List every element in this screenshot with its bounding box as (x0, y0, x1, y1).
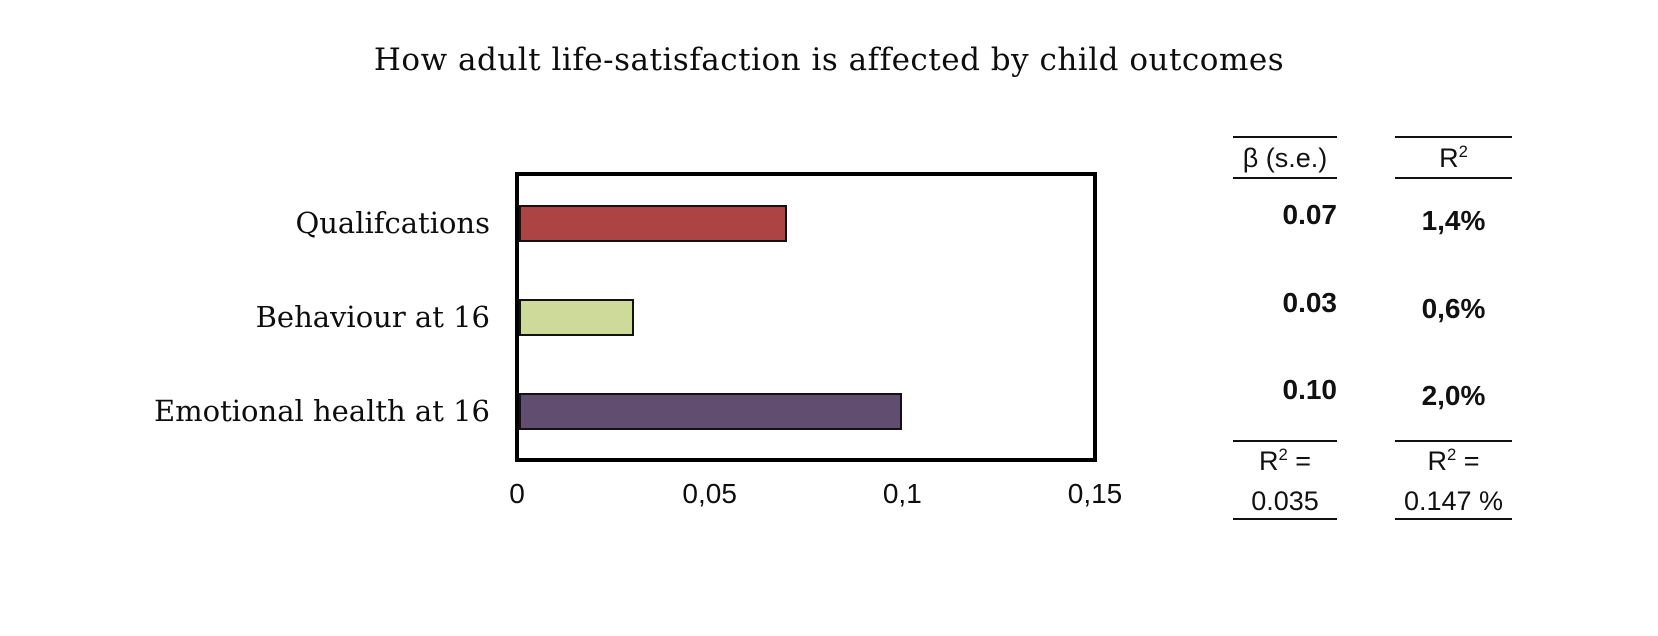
beta-header-top-rule (1233, 136, 1337, 138)
category-label-behaviour-at-16: Behaviour at 16 (255, 300, 490, 334)
r2-header-r: R (1439, 143, 1459, 173)
r2-value-qualifcations: 1,4% (1421, 205, 1486, 236)
r2-column-header: R2 (1395, 139, 1512, 177)
r2-footer-label: R2 = (1395, 444, 1512, 478)
chart-title: How adult life-satisfaction is affected … (373, 42, 1285, 78)
bar-qualifcations (519, 205, 787, 242)
r2-footer-eq: = (1463, 446, 1480, 476)
bar-emotional-health-at-16 (519, 393, 902, 430)
beta-footer-value: 0.035 (1251, 486, 1319, 516)
r2-header-sup: 2 (1458, 142, 1468, 161)
beta-value-emotional: 0.10 (1282, 374, 1338, 405)
r2-footer-sup: 2 (1446, 445, 1457, 464)
r2-footer-top-rule (1395, 440, 1512, 442)
r2-header-top-rule (1395, 136, 1512, 138)
r2-value-behaviour: 0,6% (1421, 293, 1486, 324)
category-label-qualifcations: Qualifcations (295, 206, 490, 240)
beta-footer-bottom-rule (1233, 518, 1337, 520)
r2-header-bottom-rule (1395, 177, 1512, 179)
category-label-emotional-health-at-16: Emotional health at 16 (154, 394, 490, 428)
beta-column-header: β (s.e.) (1242, 143, 1328, 173)
beta-value-behaviour: 0.03 (1282, 287, 1338, 318)
r2-footer-r: R (1427, 446, 1447, 476)
beta-footer-eq: = (1295, 446, 1312, 476)
beta-footer-sup: 2 (1278, 445, 1288, 464)
beta-footer-top-rule (1233, 440, 1337, 442)
bar-behaviour-at-16 (519, 299, 634, 336)
r2-footer-bottom-rule (1395, 518, 1512, 520)
beta-value-qualifcations: 0.07 (1282, 199, 1338, 230)
r2-value-emotional: 2,0% (1421, 380, 1486, 411)
beta-footer-label: R2 = (1233, 444, 1337, 478)
x-tick-0-05: 0,05 (682, 478, 737, 509)
beta-footer-r: R (1258, 446, 1279, 476)
plot-area (515, 172, 1097, 462)
r2-footer-value: 0.147 % (1403, 486, 1504, 516)
x-tick-0-15: 0,15 (1067, 478, 1123, 509)
x-tick-0: 0 (509, 478, 525, 509)
x-tick-0-1: 0,1 (882, 478, 922, 509)
beta-header-bottom-rule (1233, 177, 1337, 179)
